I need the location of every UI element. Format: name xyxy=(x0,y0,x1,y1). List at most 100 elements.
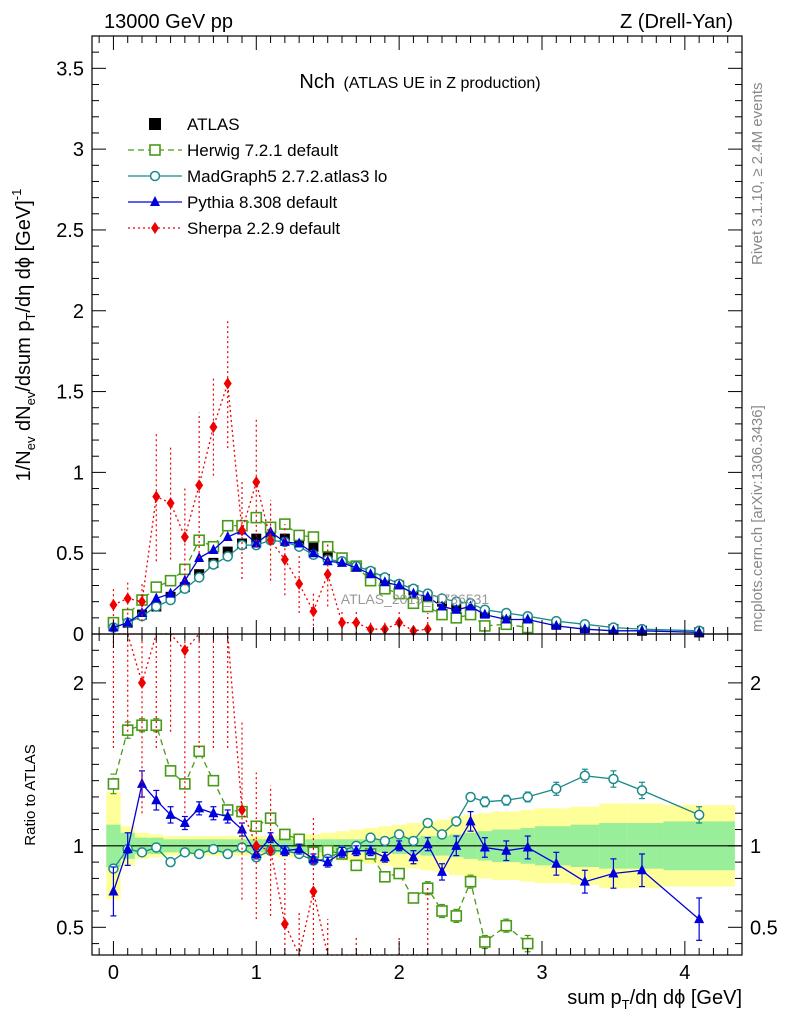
point-madgraph xyxy=(151,601,162,612)
point-herwig xyxy=(150,581,163,593)
ratio-frame xyxy=(91,633,743,956)
point-pythia xyxy=(179,817,190,828)
point-pythia xyxy=(451,603,462,614)
point-madgraph xyxy=(501,794,512,806)
point-herwig xyxy=(264,812,277,824)
point-pythia xyxy=(337,556,347,567)
point-pythia xyxy=(279,844,290,855)
point-pythia xyxy=(208,807,219,818)
series-line-madgraph xyxy=(112,775,700,869)
point-madgraph xyxy=(451,816,462,827)
point-herwig xyxy=(393,867,405,880)
main-ylabel: 1/Nev dNev/dsum pT/dη dϕ [GeV]-1 xyxy=(9,189,38,482)
ratio-ylabel: Ratio to ATLAS xyxy=(22,744,39,845)
point-herwig xyxy=(279,828,291,841)
point-pythia xyxy=(522,841,533,852)
header-right: Z (Drell-Yan) xyxy=(620,11,733,33)
point-pythia xyxy=(365,844,376,855)
series-line-pythia xyxy=(113,529,700,634)
x-tick-label: 0 xyxy=(108,962,119,984)
point-herwig xyxy=(450,612,463,624)
point-pythia xyxy=(551,857,562,868)
point-herwig xyxy=(179,778,191,790)
point-herwig xyxy=(407,597,420,610)
point-sherpa xyxy=(152,490,161,503)
point-sherpa xyxy=(209,421,218,434)
point-madgraph xyxy=(693,809,705,821)
point-sherpa xyxy=(180,531,189,544)
legend-marker-sherpa xyxy=(151,222,159,234)
point-herwig xyxy=(107,778,120,790)
series-madgraph xyxy=(108,535,705,637)
point-pythia xyxy=(122,843,133,854)
point-sherpa xyxy=(295,577,304,590)
point-pythia xyxy=(165,808,176,819)
point-pythia xyxy=(151,592,162,603)
point-madgraph xyxy=(579,770,591,782)
point-madgraph xyxy=(222,848,233,860)
point-pythia xyxy=(451,839,462,850)
point-sherpa xyxy=(323,568,332,581)
ratio-panel: 0 1 2 3 4 0.5 0.5 1 1 2 2 xyxy=(56,633,778,984)
x-tick-label: 3 xyxy=(536,962,547,984)
point-madgraph xyxy=(608,773,619,785)
point-pythia xyxy=(322,856,333,867)
point-madgraph xyxy=(408,835,419,847)
series-madgraph xyxy=(108,768,705,874)
point-pythia xyxy=(394,839,405,850)
series-atlas xyxy=(108,532,705,638)
point-herwig xyxy=(500,919,513,932)
point-herwig xyxy=(521,937,534,950)
y-tick-label: 3.5 xyxy=(56,58,84,80)
point-pythia xyxy=(351,844,362,855)
point-herwig xyxy=(421,600,434,613)
point-pythia xyxy=(437,600,447,611)
point-herwig xyxy=(164,574,177,587)
header-left: 13000 GeV pp xyxy=(104,11,233,33)
point-sherpa xyxy=(338,616,346,629)
point-herwig xyxy=(221,519,234,532)
point-madgraph xyxy=(551,783,562,795)
point-pythia xyxy=(579,875,590,886)
point-pythia xyxy=(422,590,433,601)
point-pythia xyxy=(379,851,390,862)
point-madgraph xyxy=(193,848,205,860)
y-tick-label: 2.5 xyxy=(56,220,84,242)
series-sherpa xyxy=(112,633,429,958)
point-herwig xyxy=(136,719,148,732)
plot-title-main: Nch xyxy=(299,71,335,93)
legend-marker-pythia xyxy=(150,196,160,206)
point-herwig xyxy=(407,892,420,904)
point-pythia xyxy=(551,619,562,630)
ratio-y-tick-label-left: 2 xyxy=(73,673,84,695)
point-herwig xyxy=(193,534,205,547)
x-tick-label: 4 xyxy=(679,962,690,984)
legend-label: Pythia 8.308 default xyxy=(187,193,338,212)
legend-marker-atlas xyxy=(149,118,161,130)
main-panel: 0 0.5 1 1.5 2 2.5 3 3.5 xyxy=(56,35,743,646)
point-herwig xyxy=(436,608,448,621)
point-herwig xyxy=(207,774,220,787)
legend-item-herwig: Herwig 7.2.1 default xyxy=(128,141,338,160)
point-sherpa xyxy=(238,524,246,537)
series-line-pythia xyxy=(112,782,700,920)
point-pythia xyxy=(379,576,390,587)
point-pythia xyxy=(151,794,162,805)
point-atlas xyxy=(322,548,333,559)
point-madgraph xyxy=(522,791,533,803)
point-pythia xyxy=(394,579,405,590)
point-madgraph xyxy=(136,847,148,858)
y-tick-label: 2 xyxy=(73,301,84,323)
ratio-y-tick-label-left: 1 xyxy=(73,836,84,858)
point-sherpa xyxy=(138,676,146,689)
point-pythia xyxy=(365,568,376,579)
x-tick-label: 1 xyxy=(251,962,262,984)
legend-item-pythia: Pythia 8.308 default xyxy=(128,193,338,212)
point-pythia xyxy=(694,913,705,924)
legend-item-madgraph: MadGraph5 2.7.2.atlas3 lo xyxy=(128,167,387,186)
point-pythia xyxy=(294,843,305,854)
series-herwig xyxy=(107,718,534,953)
y-tick-label: 1.5 xyxy=(56,382,84,404)
point-pythia xyxy=(608,867,619,878)
